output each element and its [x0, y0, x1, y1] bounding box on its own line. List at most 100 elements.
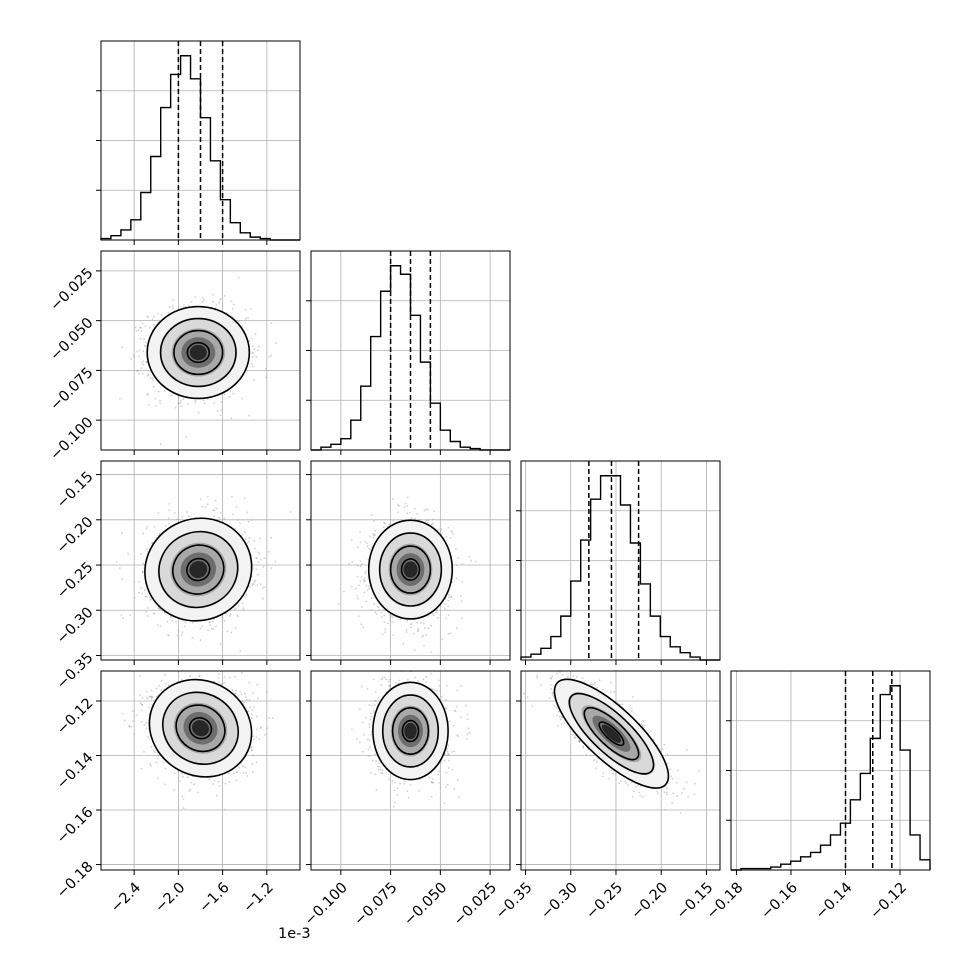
scatter-point [197, 411, 200, 414]
scatter-point [183, 625, 186, 628]
scatter-point [123, 719, 126, 722]
scatter-point [147, 607, 149, 609]
scatter-point [356, 564, 359, 567]
scatter-point [250, 519, 253, 521]
scatter-point [146, 315, 149, 318]
scatter-point [365, 584, 368, 587]
scatter-point [447, 614, 450, 617]
scatter-point [359, 565, 362, 568]
scatter-point [404, 502, 407, 505]
scatter-point [201, 625, 204, 628]
scatter-point [168, 522, 171, 525]
scatter-point [140, 362, 143, 364]
scatter-point [372, 534, 375, 537]
scatter-point [259, 537, 262, 540]
scatter-point [257, 561, 260, 563]
scatter-point [157, 777, 160, 779]
scatter-point [264, 367, 267, 370]
scatter-point [245, 593, 248, 596]
scatter-point [151, 377, 154, 380]
scatter-point [202, 298, 205, 301]
scatter-point [115, 561, 118, 563]
scatter-point [194, 296, 197, 298]
scatter-point [136, 350, 139, 353]
scatter-point [177, 396, 180, 399]
scatter-point [455, 548, 457, 551]
scatter-point [212, 509, 214, 512]
scatter-point [380, 611, 383, 614]
scatter-point [370, 609, 373, 612]
scatter-point [259, 583, 262, 586]
scatter-point [362, 578, 365, 581]
scatter-point [388, 523, 391, 526]
scatter-point [253, 348, 256, 350]
scatter-point [368, 547, 370, 550]
scatter-point [425, 519, 427, 522]
scatter-point [374, 611, 376, 614]
scatter-point [420, 621, 422, 624]
scatter-point [474, 560, 477, 563]
scatter-point [143, 751, 145, 753]
scatter-point [232, 303, 235, 306]
scatter-point [152, 323, 155, 326]
scatter-point [253, 379, 255, 382]
scatter-point [461, 617, 464, 620]
scatter-point [216, 410, 219, 412]
scatter-point [174, 406, 177, 409]
scatter-point [391, 620, 394, 623]
scatter-point [237, 615, 239, 618]
scatter-point [423, 644, 425, 647]
scatter-point [255, 557, 258, 559]
scatter-point [257, 551, 260, 554]
scatter-point [148, 596, 151, 599]
scatter-point [425, 508, 427, 511]
scatter-point [213, 509, 216, 512]
scatter-point [140, 367, 143, 369]
density-panel-3-0 [96, 671, 300, 875]
scatter-point [173, 772, 176, 774]
scatter-point [208, 621, 211, 624]
scatter-point [262, 597, 264, 600]
scatter-point [445, 535, 448, 538]
scatter-point [130, 358, 133, 360]
scatter-point [191, 637, 194, 639]
scatter-point [159, 402, 162, 405]
scatter-point [218, 673, 220, 675]
scatter-point [223, 517, 226, 520]
scatter-point [449, 632, 451, 635]
scatter-point [406, 505, 409, 507]
scatter-point [186, 403, 189, 405]
scatter-point [206, 503, 209, 506]
scatter-point [450, 596, 453, 599]
histogram-step-line [731, 685, 931, 871]
scatter-point [410, 623, 413, 625]
scatter-point [119, 397, 121, 400]
scatter-point [382, 526, 385, 529]
scatter-point [370, 514, 373, 516]
scatter-point [447, 526, 450, 529]
scatter-point [201, 300, 204, 303]
contour-line [146, 305, 251, 400]
contour-line [159, 317, 237, 388]
scatter-point [209, 621, 211, 624]
scatter-point [351, 560, 354, 563]
density-panel-1-0 [96, 251, 300, 455]
scatter-point [392, 634, 395, 636]
scatter-point [221, 616, 224, 618]
scatter-point [368, 585, 370, 588]
scatter-point [138, 591, 141, 594]
scatter-point [146, 393, 149, 396]
scatter-point [145, 345, 147, 347]
scatter-point [219, 643, 222, 646]
scatter-point [251, 356, 254, 359]
scatter-point [250, 746, 253, 748]
contour-line [367, 519, 454, 620]
scatter-point [140, 587, 143, 589]
scatter-point [137, 369, 139, 372]
scatter-point [167, 633, 170, 636]
scatter-point [245, 772, 248, 775]
contour-line [173, 329, 224, 376]
scatter-point [183, 304, 185, 306]
scatter-point [359, 580, 362, 583]
scatter-point [259, 727, 262, 730]
